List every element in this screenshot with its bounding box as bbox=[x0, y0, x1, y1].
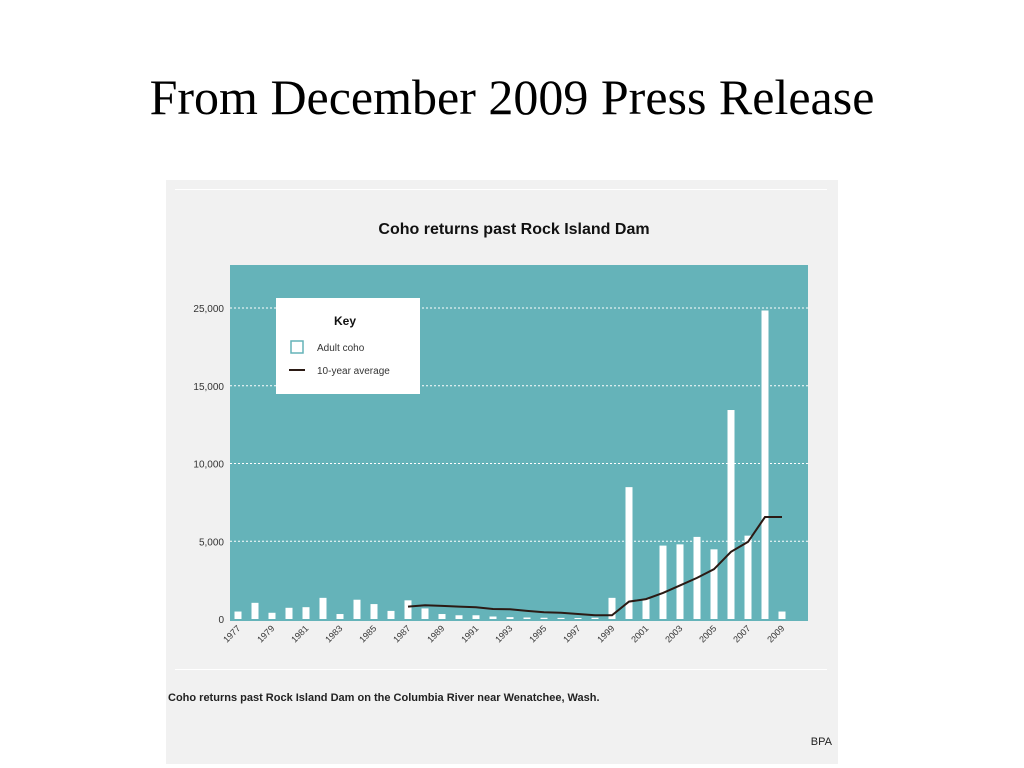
y-tick-label: 5,000 bbox=[199, 537, 224, 548]
legend: Key Adult coho 10-year average bbox=[276, 298, 420, 394]
bar-adult-coho bbox=[659, 545, 667, 619]
bar-adult-coho bbox=[472, 615, 480, 619]
x-tick-label: 2003 bbox=[663, 623, 684, 644]
bar-adult-coho bbox=[302, 607, 310, 619]
bar-adult-coho bbox=[540, 617, 548, 619]
x-tick-label: 1997 bbox=[561, 623, 582, 644]
bar-adult-coho bbox=[710, 549, 718, 619]
x-tick-label: 1987 bbox=[391, 623, 412, 644]
x-tick-label: 1999 bbox=[595, 623, 616, 644]
bar-adult-coho bbox=[370, 604, 378, 619]
figure-caption: Coho returns past Rock Island Dam on the… bbox=[168, 692, 600, 704]
slide-title: From December 2009 Press Release bbox=[149, 69, 875, 125]
bar-adult-coho bbox=[625, 487, 633, 619]
x-tick-label: 2005 bbox=[697, 623, 718, 644]
figure-bottom-rule bbox=[175, 669, 827, 670]
bar-adult-coho bbox=[268, 612, 276, 619]
bar-adult-coho bbox=[489, 616, 497, 619]
y-tick-label: 25,000 bbox=[193, 304, 224, 315]
bar-adult-coho bbox=[404, 600, 412, 619]
x-tick-label: 2009 bbox=[765, 623, 786, 644]
x-tick-label: 1981 bbox=[289, 623, 310, 644]
y-axis-tick-labels: 25,000 15,000 10,000 5,000 0 bbox=[193, 304, 224, 626]
chart-title: Coho returns past Rock Island Dam bbox=[378, 221, 649, 238]
bar-adult-coho bbox=[438, 614, 446, 619]
x-tick-label: 1991 bbox=[459, 623, 480, 644]
bar-adult-coho bbox=[387, 610, 395, 619]
x-tick-label: 1985 bbox=[357, 623, 378, 644]
bar-adult-coho bbox=[506, 617, 514, 619]
bar-adult-coho bbox=[608, 597, 616, 619]
x-tick-label: 1977 bbox=[221, 623, 242, 644]
legend-label-10-year-average: 10-year average bbox=[317, 366, 390, 377]
legend-swatch-adult-coho bbox=[290, 340, 304, 354]
coho-chart: Coho returns past Rock Island Dam 25,000… bbox=[193, 221, 808, 645]
line-series-10-year-average bbox=[407, 516, 782, 617]
y-tick-label: 15,000 bbox=[193, 382, 224, 393]
bar-adult-coho bbox=[574, 618, 582, 619]
bar-adult-coho bbox=[676, 544, 684, 619]
bar-adult-coho bbox=[557, 617, 565, 619]
figure-credit: BPA bbox=[810, 736, 832, 748]
y-tick-label: 0 bbox=[218, 615, 224, 626]
bar-adult-coho bbox=[421, 608, 429, 619]
x-tick-label: 1993 bbox=[493, 623, 514, 644]
x-axis-tick-labels: 1977 1979 1981 1983 1985 1987 1989 1991 1993 1995… bbox=[221, 623, 786, 644]
legend-title: Key bbox=[334, 314, 356, 328]
bar-adult-coho bbox=[591, 617, 599, 619]
bar-adult-coho bbox=[761, 310, 769, 619]
bar-adult-coho bbox=[234, 611, 242, 619]
x-tick-label: 1979 bbox=[255, 623, 276, 644]
bar-adult-coho bbox=[353, 599, 361, 619]
y-tick-label: 10,000 bbox=[193, 460, 224, 471]
bar-adult-coho bbox=[642, 599, 650, 619]
bar-adult-coho bbox=[319, 597, 327, 619]
legend-label-adult-coho: Adult coho bbox=[317, 343, 365, 354]
bar-adult-coho bbox=[455, 615, 463, 619]
x-tick-label: 1995 bbox=[527, 623, 548, 644]
bar-adult-coho bbox=[523, 617, 531, 619]
x-tick-label: 2001 bbox=[629, 623, 650, 644]
bar-adult-coho bbox=[778, 611, 786, 619]
bar-adult-coho bbox=[336, 614, 344, 619]
x-tick-label: 1983 bbox=[323, 623, 344, 644]
bar-adult-coho bbox=[285, 607, 293, 619]
bar-adult-coho bbox=[727, 410, 735, 619]
x-tick-label: 1989 bbox=[425, 623, 446, 644]
bar-adult-coho bbox=[251, 602, 259, 619]
x-tick-label: 2007 bbox=[731, 623, 752, 644]
figure-panel: Coho returns past Rock Island Dam 25,000… bbox=[166, 180, 838, 764]
bar-adult-coho bbox=[744, 535, 752, 619]
figure-top-rule bbox=[175, 189, 827, 190]
